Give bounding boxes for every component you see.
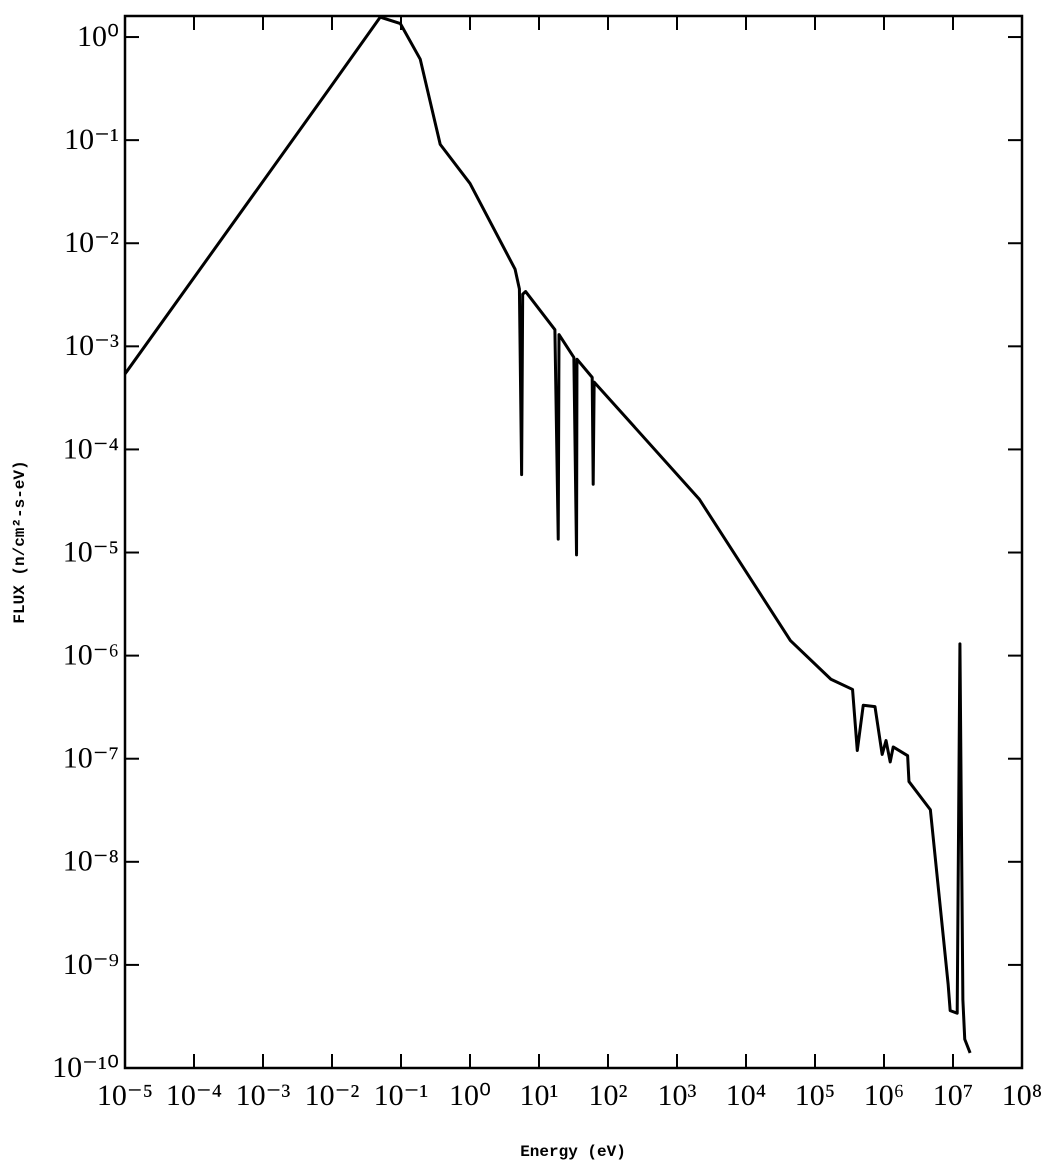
x-tick-label: 10³ <box>658 1079 697 1112</box>
y-tick-label: 10⁻⁹ <box>63 948 119 981</box>
y-tick-label: 10⁻⁸ <box>63 845 119 878</box>
y-tick-label: 10⁻⁶ <box>63 639 119 672</box>
y-tick-label: 10⁰ <box>77 20 119 53</box>
x-tick-label: 10⁻⁴ <box>166 1079 222 1112</box>
y-tick-label: 10⁻¹⁰ <box>52 1051 119 1084</box>
x-tick-label: 10⁻² <box>305 1079 360 1112</box>
y-tick-label: 10⁻⁷ <box>63 742 119 775</box>
y-axis-label: FLUX (n/cm²-s-eV) <box>11 460 29 623</box>
x-tick-label: 10¹ <box>520 1079 559 1112</box>
y-tick-label: 10⁻⁴ <box>63 432 119 465</box>
y-tick-label: 10⁻⁵ <box>63 535 119 568</box>
plot-frame <box>123 14 1024 1070</box>
x-tick-label: 10⁷ <box>933 1079 973 1112</box>
x-tick-label: 10⁵ <box>795 1079 835 1112</box>
x-tick-label: 10⁰ <box>449 1079 491 1112</box>
x-tick-label: 10⁻³ <box>236 1079 291 1112</box>
y-tick-label: 10⁻³ <box>64 329 119 362</box>
y-tick-label: 10⁻² <box>64 226 119 259</box>
x-tick-label: 10⁴ <box>726 1079 766 1112</box>
x-tick-label: 10⁸ <box>1002 1079 1042 1112</box>
x-tick-label: 10² <box>589 1079 628 1112</box>
x-tick-label: 10⁶ <box>864 1079 904 1112</box>
x-tick-label: 10⁻⁵ <box>97 1079 153 1112</box>
flux-line <box>123 15 972 1054</box>
y-tick-label: 10⁻¹ <box>64 123 119 156</box>
x-axis-label: Energy (eV) <box>520 1143 626 1161</box>
x-tick-label: 10⁻¹ <box>374 1079 429 1112</box>
